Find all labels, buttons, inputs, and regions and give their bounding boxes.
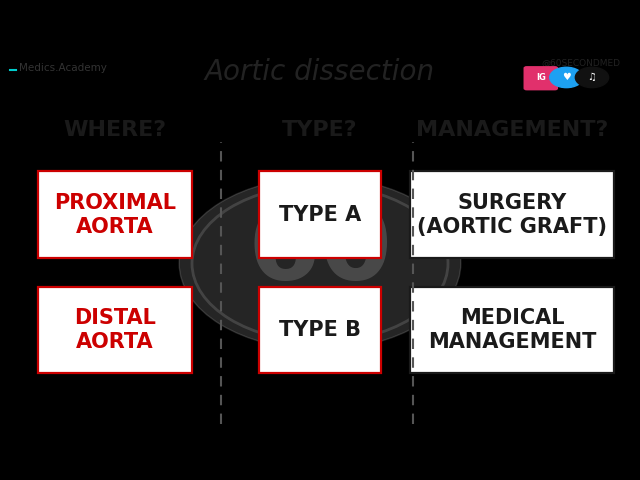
Text: TYPE A: TYPE A — [279, 204, 361, 225]
Text: WHERE?: WHERE? — [63, 120, 167, 140]
Text: TYPE?: TYPE? — [282, 120, 358, 140]
Text: TYPE B: TYPE B — [279, 320, 361, 340]
FancyBboxPatch shape — [38, 287, 192, 373]
Circle shape — [179, 177, 461, 349]
Text: 60: 60 — [248, 201, 392, 302]
Circle shape — [550, 67, 583, 88]
Text: ♫: ♫ — [588, 72, 596, 83]
FancyBboxPatch shape — [410, 171, 614, 258]
Text: Medics.Academy: Medics.Academy — [19, 63, 107, 73]
Text: ♥: ♥ — [562, 72, 571, 83]
FancyBboxPatch shape — [38, 171, 192, 258]
Text: @60SECONDMED: @60SECONDMED — [542, 58, 621, 67]
Text: DISTAL
AORTA: DISTAL AORTA — [74, 308, 156, 352]
Text: IG: IG — [536, 73, 546, 82]
Text: SURGERY
(AORTIC GRAFT): SURGERY (AORTIC GRAFT) — [417, 192, 607, 237]
Circle shape — [575, 67, 609, 88]
Text: Aortic dissection: Aortic dissection — [205, 58, 435, 85]
FancyBboxPatch shape — [524, 66, 558, 90]
Text: MEDICAL
MANAGEMENT: MEDICAL MANAGEMENT — [428, 308, 596, 352]
FancyBboxPatch shape — [259, 171, 381, 258]
Text: PROXIMAL
AORTA: PROXIMAL AORTA — [54, 192, 176, 237]
FancyBboxPatch shape — [410, 287, 614, 373]
Text: MANAGEMENT?: MANAGEMENT? — [416, 120, 608, 140]
FancyBboxPatch shape — [259, 287, 381, 373]
